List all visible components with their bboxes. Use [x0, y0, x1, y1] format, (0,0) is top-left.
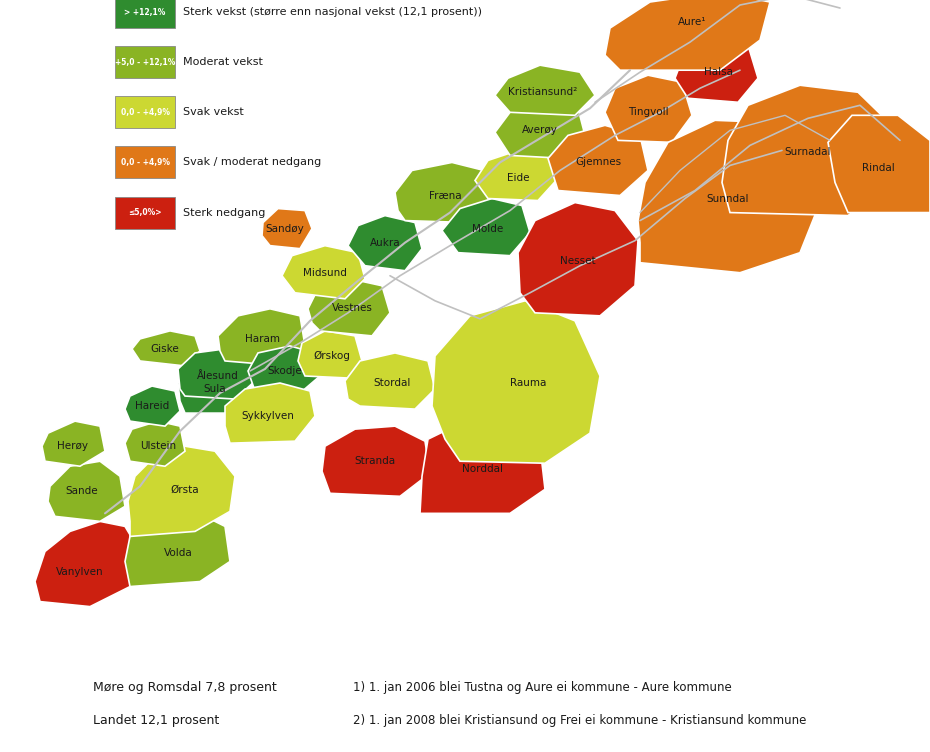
Bar: [115, 46, 175, 78]
Text: ≤5,0%>: ≤5,0%>: [128, 208, 162, 217]
Text: Halsa: Halsa: [703, 67, 733, 77]
Text: Hareid: Hareid: [135, 401, 169, 411]
Text: Ulstein: Ulstein: [140, 441, 176, 451]
Text: Ørsta: Ørsta: [171, 484, 199, 494]
Polygon shape: [35, 521, 140, 607]
Polygon shape: [420, 421, 545, 514]
Text: Møre og Romsdal 7,8 prosent: Møre og Romsdal 7,8 prosent: [93, 681, 277, 693]
Text: Vestnes: Vestnes: [332, 303, 372, 313]
Text: Midsund: Midsund: [303, 268, 347, 277]
Text: Vanylven: Vanylven: [56, 566, 104, 577]
Text: Eide: Eide: [507, 174, 529, 183]
Text: Molde: Molde: [472, 223, 504, 234]
Polygon shape: [178, 349, 255, 399]
Polygon shape: [125, 511, 230, 587]
Text: Fræna: Fræna: [429, 190, 461, 201]
Text: Ålesund: Ålesund: [197, 371, 239, 381]
Text: Aukra: Aukra: [370, 238, 400, 247]
Polygon shape: [345, 353, 435, 409]
Polygon shape: [828, 115, 930, 213]
Polygon shape: [675, 38, 758, 102]
Text: Landet 12,1 prosent: Landet 12,1 prosent: [93, 714, 219, 727]
Text: Averøy: Averøy: [522, 126, 558, 135]
Text: 0,0 - +4,9%: 0,0 - +4,9%: [121, 108, 169, 117]
Polygon shape: [248, 346, 320, 393]
Polygon shape: [518, 202, 638, 316]
Polygon shape: [495, 65, 595, 115]
Polygon shape: [638, 120, 820, 273]
Text: Ørskog: Ørskog: [313, 351, 351, 361]
Polygon shape: [125, 386, 180, 426]
Text: Sykkylven: Sykkylven: [242, 411, 295, 421]
Polygon shape: [322, 426, 430, 496]
Text: Tingvoll: Tingvoll: [628, 108, 669, 117]
Polygon shape: [125, 421, 185, 466]
Text: Sandøy: Sandøy: [266, 223, 304, 234]
Polygon shape: [442, 199, 530, 256]
Polygon shape: [132, 331, 200, 366]
Text: Giske: Giske: [151, 344, 179, 354]
Polygon shape: [475, 150, 558, 201]
Polygon shape: [308, 279, 390, 336]
Text: Kristiansund²: Kristiansund²: [509, 87, 578, 97]
Bar: [115, 0, 175, 28]
Text: Haram: Haram: [245, 334, 280, 344]
Text: > +12,1%: > +12,1%: [125, 8, 166, 17]
Bar: [115, 196, 175, 229]
Polygon shape: [262, 208, 312, 249]
Text: Sterk vekst (større enn nasjonal vekst (12,1 prosent)): Sterk vekst (større enn nasjonal vekst (…: [183, 7, 482, 17]
Text: Rauma: Rauma: [510, 378, 546, 388]
Text: 1) 1. jan 2006 blei Tustna og Aure ei kommune - Aure kommune: 1) 1. jan 2006 blei Tustna og Aure ei ko…: [353, 681, 732, 693]
Polygon shape: [225, 383, 315, 443]
Text: Herøy: Herøy: [57, 441, 87, 451]
Text: Nesset: Nesset: [560, 256, 596, 265]
Text: 0,0 - +4,9%: 0,0 - +4,9%: [121, 158, 169, 167]
Text: Aure¹: Aure¹: [678, 17, 706, 27]
Text: Norddal: Norddal: [461, 464, 502, 475]
Polygon shape: [432, 301, 600, 463]
Polygon shape: [605, 0, 770, 70]
Polygon shape: [395, 162, 492, 223]
Bar: [115, 96, 175, 129]
Text: Gjemnes: Gjemnes: [575, 157, 621, 168]
Text: Surnadal: Surnadal: [785, 147, 831, 157]
Text: Sula: Sula: [204, 384, 226, 394]
Text: Sterk nedgang: Sterk nedgang: [183, 208, 265, 217]
Polygon shape: [48, 461, 125, 521]
Text: Volda: Volda: [164, 548, 193, 559]
Polygon shape: [348, 216, 422, 271]
Text: +5,0 - +12,1%: +5,0 - +12,1%: [114, 58, 175, 67]
Text: 2) 1. jan 2008 blei Kristiansund og Frei ei kommune - Kristiansund kommune: 2) 1. jan 2008 blei Kristiansund og Frei…: [353, 714, 806, 727]
Text: Rindal: Rindal: [861, 163, 895, 174]
Polygon shape: [605, 75, 692, 142]
Text: Svak vekst: Svak vekst: [183, 108, 244, 117]
Text: Stordal: Stordal: [373, 378, 411, 388]
Polygon shape: [298, 331, 362, 378]
Text: Sande: Sande: [66, 487, 99, 496]
Text: Skodje: Skodje: [268, 366, 302, 376]
Polygon shape: [722, 85, 892, 216]
Text: Svak / moderat nedgang: Svak / moderat nedgang: [183, 157, 321, 168]
Text: Moderat vekst: Moderat vekst: [183, 57, 263, 67]
Polygon shape: [178, 359, 245, 413]
Polygon shape: [128, 446, 235, 536]
Polygon shape: [282, 246, 365, 299]
Polygon shape: [495, 100, 585, 159]
Text: Stranda: Stranda: [354, 456, 395, 466]
Bar: [115, 147, 175, 178]
Polygon shape: [548, 126, 648, 196]
Polygon shape: [218, 309, 305, 366]
Text: Sunndal: Sunndal: [707, 193, 750, 204]
Polygon shape: [42, 421, 105, 466]
